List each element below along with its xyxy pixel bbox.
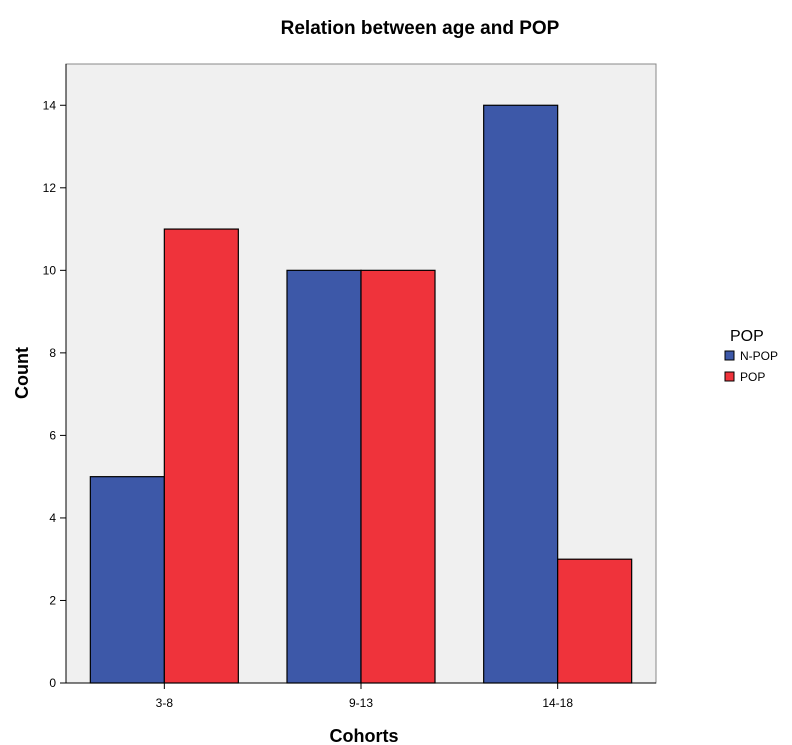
y-tick-label: 2 — [49, 593, 56, 607]
legend-swatch-pop — [724, 371, 735, 382]
bar-n-pop-9-13 — [286, 269, 362, 684]
y-tick-label: 6 — [49, 428, 56, 442]
chart-title: Relation between age and POP — [281, 18, 560, 39]
bar-pop-9-13 — [360, 269, 436, 684]
x-axis-label: Cohorts — [330, 726, 399, 745]
x-tick-label: 3-8 — [156, 696, 174, 710]
bar-pop-14-18 — [557, 558, 633, 684]
x-tick-label: 14-18 — [542, 696, 573, 710]
bar-pop-3-8 — [163, 228, 239, 684]
legend: POP N-POP POP — [724, 328, 778, 384]
bars-group — [89, 104, 633, 684]
bar-n-pop-14-18 — [483, 104, 559, 684]
y-tick-label: 14 — [43, 98, 57, 112]
legend-swatch-n-pop — [724, 350, 735, 361]
x-axis: 3-8 9-13 14-18 — [66, 682, 656, 710]
legend-label-n-pop: N-POP — [740, 349, 778, 363]
legend-title: POP — [730, 328, 764, 345]
y-axis-label: Count — [12, 347, 32, 399]
y-tick-label: 4 — [49, 511, 56, 525]
y-tick-label: 0 — [49, 676, 56, 690]
bar-n-pop-3-8 — [89, 476, 165, 684]
y-tick-label: 10 — [43, 263, 57, 277]
y-tick-label: 12 — [43, 181, 57, 195]
x-tick-label: 9-13 — [349, 696, 373, 710]
legend-label-pop: POP — [740, 370, 765, 384]
y-tick-label: 8 — [49, 346, 56, 360]
y-axis: 0 2 4 6 8 10 12 14 — [43, 64, 67, 690]
